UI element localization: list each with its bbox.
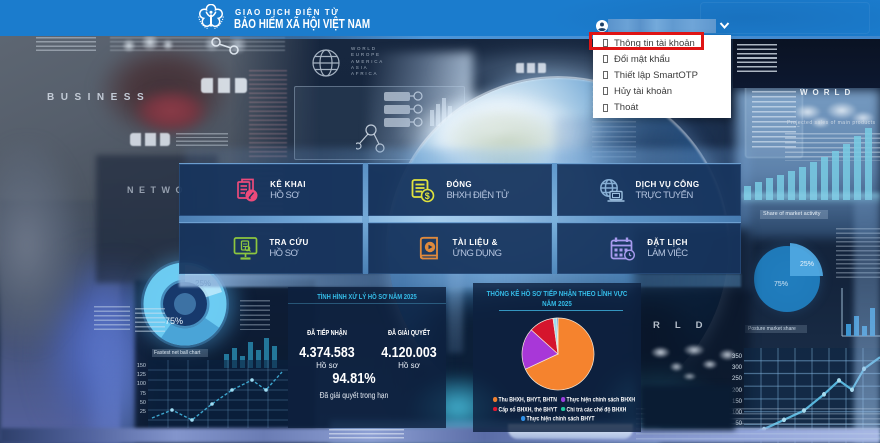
svg-text:75%: 75% bbox=[165, 316, 183, 326]
svg-text:$: $ bbox=[425, 191, 430, 201]
svg-text:25%: 25% bbox=[800, 261, 814, 268]
svg-text:75%: 75% bbox=[774, 281, 788, 288]
